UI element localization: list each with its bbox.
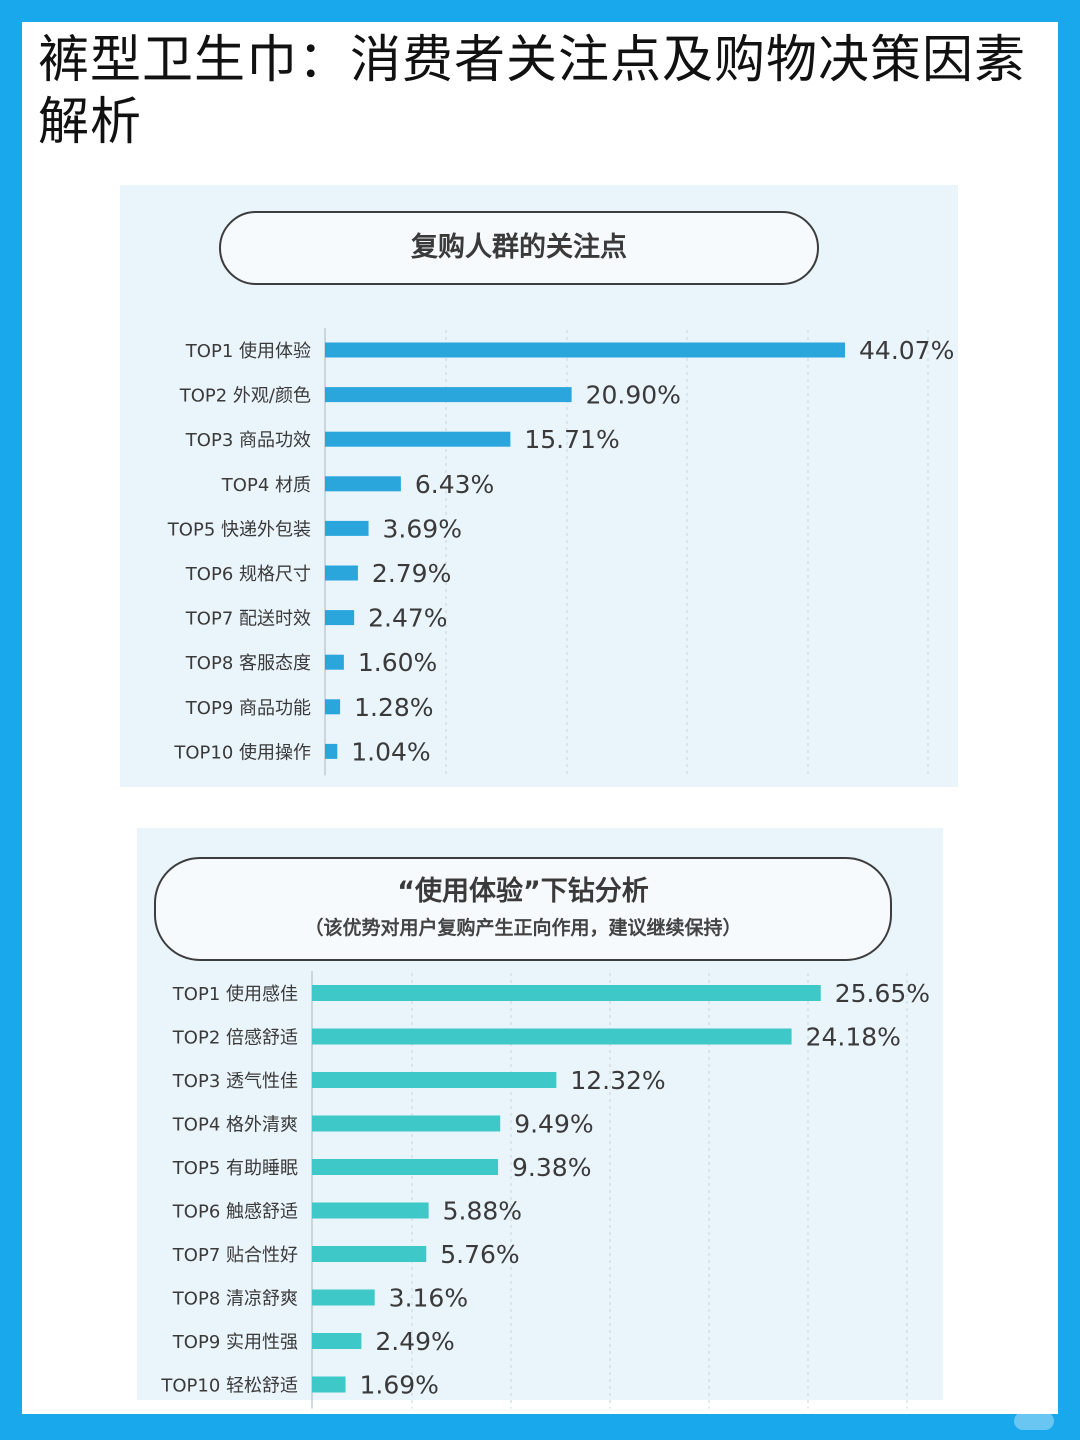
chart-title: 复购人群的关注点 (411, 232, 627, 263)
data-label: 44.07% (859, 336, 954, 365)
data-label: 2.49% (375, 1327, 454, 1356)
chart-title: “使用体验”下钻分析 (397, 876, 649, 907)
data-label: 24.18% (806, 1023, 901, 1052)
category-label: TOP4 格外清爽 (172, 1115, 298, 1136)
bar (325, 387, 572, 403)
bar (312, 1289, 375, 1306)
bar (325, 476, 401, 492)
bar (312, 1115, 501, 1132)
category-label: TOP1 使用体验 (185, 341, 311, 362)
bar (325, 431, 511, 447)
category-label: TOP5 快递外包装 (167, 519, 311, 540)
bar (325, 342, 846, 358)
bar (325, 610, 355, 626)
data-label: 5.88% (443, 1197, 522, 1226)
data-label: 1.69% (360, 1371, 439, 1400)
category-label: TOP7 配送时效 (185, 609, 311, 630)
bar (325, 743, 338, 759)
category-label: TOP9 实用性强 (172, 1332, 298, 1353)
category-label: TOP8 清凉舒爽 (172, 1289, 298, 1310)
data-label: 15.71% (524, 425, 619, 454)
bar (325, 565, 358, 581)
bar (325, 520, 369, 536)
data-label: 20.90% (586, 381, 681, 410)
bar (312, 985, 821, 1001)
bar (312, 1028, 792, 1045)
bar (325, 699, 341, 715)
bar (325, 654, 344, 670)
category-label: TOP2 倍感舒适 (172, 1028, 298, 1049)
experience-drilldown-panel: “使用体验”下钻分析 （该优势对用户复购产生正向作用，建议继续保持） TOP1 … (137, 828, 943, 1409)
category-label: TOP3 透气性佳 (172, 1071, 298, 1092)
repurchase-focus-panel: 复购人群的关注点 TOP1 使用体验 44.07% TOP2 外观/颜色 20.90%… (120, 185, 958, 787)
category-label: TOP10 使用操作 (173, 742, 311, 763)
category-label: TOP4 材质 (221, 475, 311, 496)
data-label: 9.38% (512, 1153, 591, 1182)
bar (312, 1246, 427, 1262)
category-label: TOP10 轻松舒适 (160, 1376, 298, 1397)
data-label: 3.16% (389, 1284, 468, 1313)
category-label: TOP6 触感舒适 (172, 1202, 298, 1223)
data-label: 1.04% (351, 737, 430, 766)
data-label: 6.43% (415, 470, 494, 499)
category-label: TOP3 商品功效 (185, 430, 311, 451)
category-label: TOP2 外观/颜色 (179, 386, 311, 407)
category-label: TOP1 使用感佳 (172, 984, 298, 1005)
watermark (1014, 1412, 1054, 1430)
bar (312, 1072, 557, 1088)
data-label: 5.76% (440, 1240, 519, 1269)
category-label: TOP6 规格尺寸 (185, 564, 311, 585)
category-label: TOP5 有助睡眠 (172, 1158, 298, 1179)
data-label: 9.49% (514, 1110, 593, 1139)
bar (312, 1376, 346, 1393)
category-label: TOP8 客服态度 (185, 653, 311, 674)
data-label: 2.79% (372, 559, 451, 588)
category-label: TOP7 贴合性好 (172, 1245, 298, 1266)
page-title: 裤型卫生巾：消费者关注点及购物决策因素解析 (38, 31, 1027, 152)
data-label: 2.47% (368, 604, 447, 633)
bar (312, 1159, 499, 1175)
data-label: 3.69% (383, 514, 462, 543)
chart-title-pill: 复购人群的关注点 (219, 211, 819, 285)
chart-title-pill: “使用体验”下钻分析 （该优势对用户复购产生正向作用，建议继续保持） (154, 857, 892, 961)
bar (312, 1202, 429, 1219)
data-label: 1.28% (354, 693, 433, 722)
experience-drilldown-bar-chart: TOP1 使用感佳 25.65% TOP2 倍感舒适 24.18% TOP3 透气性佳 1… (160, 971, 930, 1409)
bar (312, 1333, 362, 1349)
data-label: 25.65% (835, 979, 930, 1008)
data-label: 12.32% (570, 1066, 665, 1095)
category-label: TOP9 商品功能 (185, 698, 311, 719)
chart-subtitle: （该优势对用户复购产生正向作用，建议继续保持） (304, 917, 742, 939)
data-label: 1.60% (358, 648, 437, 677)
repurchase-focus-bar-chart: TOP1 使用体验 44.07% TOP2 外观/颜色 20.90% TOP3 商品功效… (167, 328, 954, 776)
